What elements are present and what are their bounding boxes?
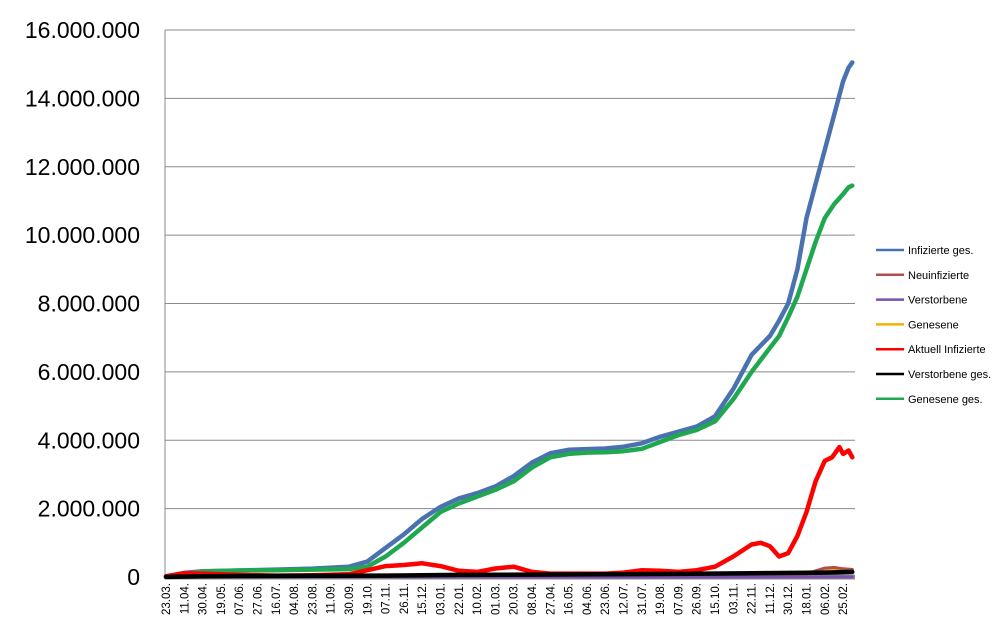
legend-label: Infizierte ges. [908,245,973,257]
x-tick-label: 03.11. [728,583,740,614]
x-tick-label: 27.04. [545,583,557,615]
x-tick-label: 04.08. [289,583,301,615]
grid-lines [165,29,855,510]
x-tick-label: 26.11. [399,583,411,614]
series-line-verstorbene-ges- [163,569,855,580]
x-tick-label: 26.09. [692,583,704,615]
x-tick-label: 16.05. [564,583,576,615]
x-tick-label: 30.09. [344,583,356,615]
x-tick-label: 19.05. [216,583,228,615]
x-tick-label: 07.09. [673,583,685,615]
x-tick-label: 11.12. [765,583,777,614]
legend-label: Neuinfizierte [908,270,969,282]
y-tick-label: 10.000.000 [25,222,140,248]
series-line-infizierte-ges- [163,60,855,579]
x-tick-label: 15.10. [710,583,722,615]
x-tick-label: 10.02. [472,583,484,615]
series-line-genesene-ges- [163,183,855,580]
x-tick-label: 11.09. [326,583,338,614]
y-tick-label: 16.000.000 [25,17,140,43]
x-axis-ticks: 23.03. 11.04. 30.04. 19.05. 07.06. 27.06. 16.0… [161,583,850,615]
x-tick-label: 27.06. [253,583,265,615]
y-axis-ticks: 0 2.000.000 4.000.000 6.000.000 8.000.000 10.… [25,17,140,590]
series-lines [163,60,855,580]
x-tick-label: 30.12. [783,583,795,615]
x-tick-label: 06.02. [820,583,832,615]
legend-label: Genesene ges. [908,394,983,406]
y-tick-label: 4.000.000 [38,427,140,453]
x-tick-label: 30.04. [198,583,210,615]
x-tick-label: 31.07. [637,583,649,615]
x-tick-label: 18.01. [802,583,814,615]
x-tick-label: 22.01. [454,583,466,615]
y-tick-label: 6.000.000 [38,359,140,385]
x-tick-label: 16.07. [271,583,283,615]
x-tick-label: 23.08. [307,583,319,615]
legend: Infizierte ges. Neuinfizierte Verstorbene G… [876,245,991,406]
x-tick-label: 19.08. [655,583,667,615]
y-tick-label: 2.000.000 [38,496,140,522]
y-tick-label: 8.000.000 [38,291,140,317]
x-tick-label: 12.07. [619,583,631,615]
legend-label: Genesene [908,319,959,331]
x-tick-label: 22.11. [747,583,759,614]
x-tick-label: 23.03. [161,583,173,615]
x-tick-label: 08.04. [527,583,539,615]
legend-label: Verstorbene ges. [908,369,991,381]
x-tick-label: 03.01. [436,583,448,615]
x-tick-label: 01.03. [490,583,502,615]
series-line-aktuell-infizierte [163,444,855,579]
legend-label: Verstorbene [908,295,967,307]
x-tick-label: 23.06. [600,583,612,615]
y-tick-label: 14.000.000 [25,85,140,111]
y-tick-label: 12.000.000 [25,154,140,180]
x-tick-label: 19.10. [362,583,374,615]
x-tick-label: 04.06. [582,583,594,615]
x-tick-label: 25.02. [838,583,850,615]
x-tick-label: 15.12. [417,583,429,615]
x-tick-label: 20.03. [509,583,521,615]
x-tick-label: 11.04. [179,583,191,614]
x-tick-label: 07.06. [234,583,246,615]
x-tick-label: 07.11. [381,583,393,614]
y-tick-label: 0 [127,564,140,590]
legend-label: Aktuell Infizierte [908,344,986,356]
